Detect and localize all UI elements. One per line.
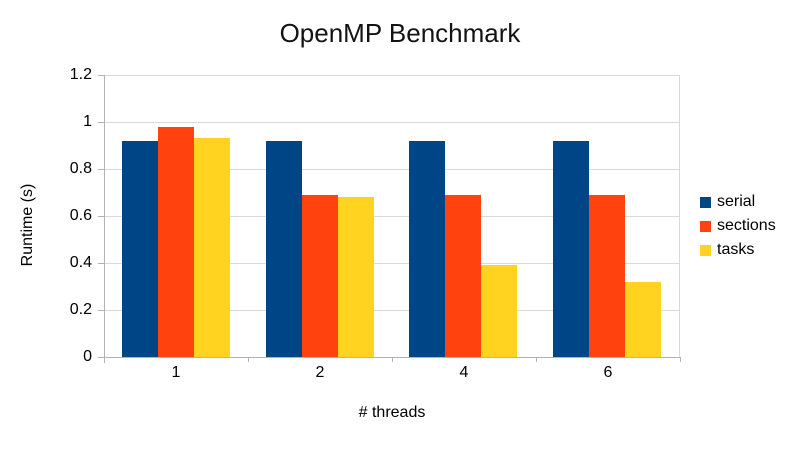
y-tick-label: 0.2 [69, 301, 92, 318]
bar-sections [157, 126, 194, 357]
y-axis-title: Runtime (s) [19, 183, 36, 267]
bar-groups [104, 75, 679, 357]
x-tick-label: 2 [315, 364, 325, 381]
x-tick-label: 1 [171, 364, 181, 381]
legend-item-tasks: tasks [700, 238, 776, 262]
legend-swatch-icon [700, 244, 711, 256]
bar-tasks [193, 138, 230, 357]
bar-group [392, 75, 536, 357]
x-tick-mark [392, 357, 393, 362]
x-tick-label: 6 [603, 364, 613, 381]
gridline [104, 122, 679, 123]
legend: serial sections tasks [700, 190, 776, 262]
y-axis-line [104, 75, 105, 363]
plot-area [104, 75, 680, 357]
y-tick-label: 1.2 [69, 66, 92, 83]
y-tick-mark [98, 263, 104, 264]
y-tick-label: 1 [83, 113, 92, 130]
gridline [104, 169, 679, 170]
bar-group [104, 75, 248, 357]
y-tick-label: 0.8 [69, 160, 92, 177]
legend-swatch-icon [700, 196, 711, 208]
y-tick-label: 0.6 [69, 207, 92, 224]
bar-serial [409, 140, 446, 357]
gridline [104, 75, 679, 76]
legend-item-sections: sections [700, 214, 776, 238]
y-tick-label: 0.4 [69, 254, 92, 271]
y-tick-mark [98, 216, 104, 217]
bar-group [248, 75, 392, 357]
y-tick-mark [98, 122, 104, 123]
legend-label: serial [717, 193, 756, 210]
y-tick-mark [98, 75, 104, 76]
x-tick-mark [680, 357, 681, 362]
x-axis-title: # threads [358, 404, 426, 421]
bar-serial [553, 140, 590, 357]
y-tick-label: 0 [83, 348, 92, 365]
x-tick-mark [104, 357, 105, 362]
chart-title: OpenMP Benchmark [279, 18, 521, 48]
bar-tasks [481, 265, 518, 357]
bar-sections [589, 194, 626, 357]
bar-serial [121, 140, 158, 357]
gridline [104, 263, 679, 264]
x-tick-mark [536, 357, 537, 362]
bar-sections [445, 194, 482, 357]
legend-label: tasks [717, 241, 755, 258]
legend-swatch-icon [700, 220, 711, 232]
x-tick-mark [248, 357, 249, 362]
y-tick-mark [98, 357, 104, 358]
bar-serial [265, 140, 302, 357]
y-tick-mark [98, 169, 104, 170]
bar-tasks [625, 281, 662, 357]
bar-group [535, 75, 679, 357]
gridline [104, 216, 679, 217]
y-tick-mark [98, 310, 104, 311]
bar-sections [301, 194, 338, 357]
legend-label: sections [717, 217, 776, 234]
gridline [104, 310, 679, 311]
x-tick-label: 4 [459, 364, 469, 381]
legend-item-serial: serial [700, 190, 776, 214]
bar-tasks [337, 197, 374, 357]
